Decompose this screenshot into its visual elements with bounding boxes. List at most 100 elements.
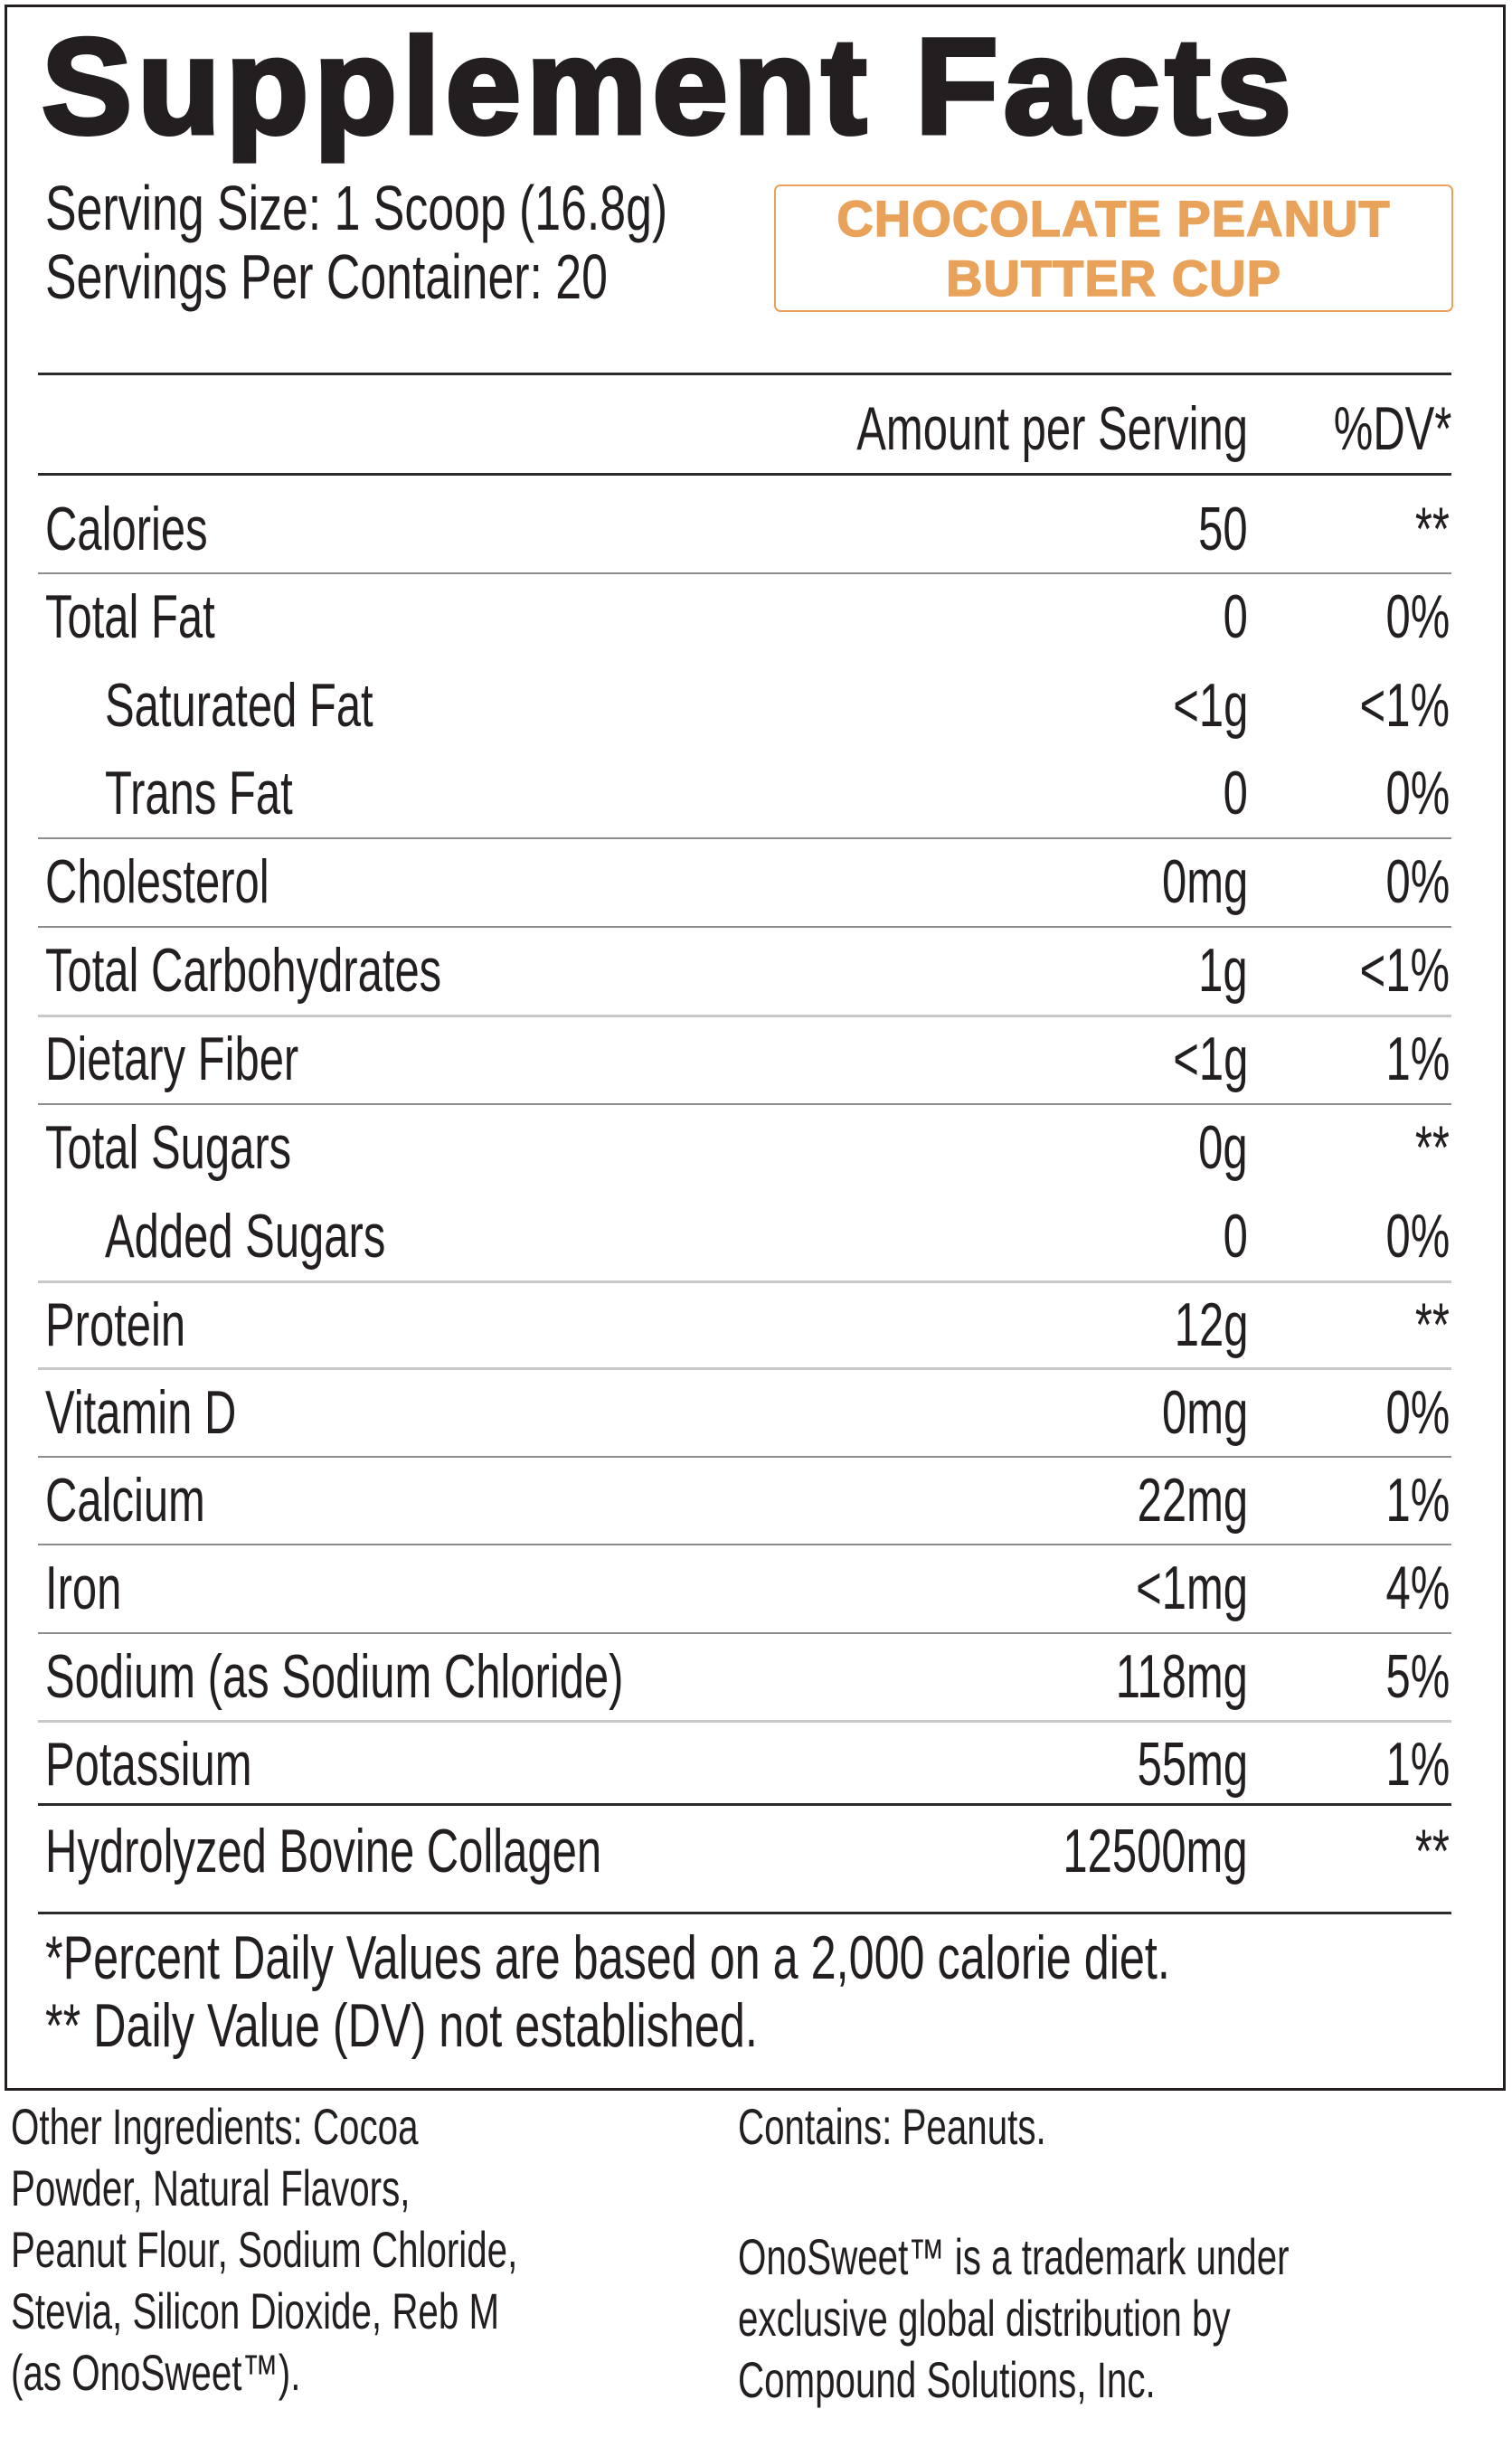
supplement-facts-panel [5, 5, 1506, 2091]
serving-info: Serving Size: 1 Scoop (16.8g) Servings P… [45, 174, 886, 311]
other-ingredients: Other Ingredients: Cocoa Powder, Natural… [11, 2096, 714, 2404]
row-amount: <1g [1172, 671, 1248, 740]
other-ingredients-line: Peanut Flour, Sodium Chloride, [11, 2221, 518, 2278]
other-ingredients-line: Stevia, Silicon Dioxide, Reb M [11, 2282, 500, 2339]
flavor-badge-line-2: BUTTER CUP [945, 249, 1281, 307]
row-amount: 0 [1223, 759, 1248, 827]
row-divider [38, 1103, 1451, 1105]
row-divider [38, 1367, 1451, 1370]
row-label: Potassium [45, 1730, 252, 1799]
row-divider [38, 837, 1451, 839]
row-label: Hydrolyzed Bovine Collagen [45, 1817, 602, 1885]
row-dv: 4% [1385, 1554, 1450, 1622]
table-row-total-fat: Total Fat 0 0% [38, 573, 1451, 661]
trademark-line: Compound Solutions, Inc. [738, 2351, 1156, 2408]
row-dv: 0% [1385, 582, 1450, 651]
row-label: Calories [45, 495, 208, 563]
table-row-protein: Protein 12g ** [38, 1281, 1451, 1369]
row-divider [38, 1720, 1451, 1723]
row-label: Saturated Fat [105, 671, 373, 740]
row-dv: ** [1414, 1113, 1450, 1182]
row-label: Total Sugars [45, 1113, 292, 1182]
table-row-potassium: Potassium 55mg 1% [38, 1721, 1451, 1809]
table-row-dietary-fiber: Dietary Fiber <1g 1% [38, 1016, 1451, 1103]
row-label: Total Fat [45, 582, 215, 651]
row-label: Iron [45, 1554, 122, 1622]
row-divider [38, 572, 1451, 574]
other-ingredients-line: Other Ingredients: Cocoa [11, 2098, 419, 2155]
row-divider [38, 1632, 1451, 1634]
row-label: Calcium [45, 1466, 205, 1535]
serving-size: Serving Size: 1 Scoop (16.8g) [45, 173, 668, 243]
row-dv: 1% [1385, 1466, 1450, 1535]
table-row-added-sugars: Added Sugars 0 0% [38, 1193, 1451, 1280]
row-amount: 12g [1174, 1290, 1248, 1359]
other-ingredients-line: Powder, Natural Flavors, [11, 2159, 411, 2216]
row-divider [38, 1280, 1451, 1283]
table-row-collagen: Hydrolyzed Bovine Collagen 12500mg ** [38, 1808, 1451, 1895]
table-row-calcium: Calcium 22mg 1% [38, 1457, 1451, 1545]
row-amount: 0mg [1161, 1378, 1248, 1447]
row-dv: 0% [1385, 759, 1450, 827]
table-row-calories: Calories 50 ** [38, 486, 1451, 573]
row-amount: 0 [1223, 582, 1248, 651]
row-amount: 50 [1198, 495, 1248, 563]
row-label: Sodium (as Sodium Chloride) [45, 1642, 624, 1711]
table-row-cholesterol: Cholesterol 0mg 0% [38, 838, 1451, 926]
row-amount: 0mg [1161, 847, 1248, 916]
trademark-statement: OnoSweet™ is a trademark under exclusive… [738, 2226, 1504, 2411]
row-dv: <1% [1359, 936, 1450, 1005]
row-label: Protein [45, 1290, 186, 1359]
row-divider [38, 1456, 1451, 1458]
row-dv: 1% [1385, 1730, 1450, 1799]
contains-text: Contains: Peanuts. [738, 2098, 1046, 2155]
row-divider [38, 1015, 1451, 1017]
row-amount: <1mg [1136, 1554, 1248, 1622]
table-row-iron: Iron <1mg 4% [38, 1545, 1451, 1632]
column-header-amount: Amount per Serving [704, 383, 1248, 474]
row-dv: ** [1414, 1817, 1450, 1885]
row-amount: 22mg [1137, 1466, 1248, 1535]
flavor-badge: CHOCOLATE PEANUT BUTTER CUP [774, 184, 1453, 312]
column-header-dv-text: %DV* [1333, 394, 1451, 463]
trademark-line: exclusive global distribution by [738, 2290, 1231, 2347]
column-header-dv: %DV* [1288, 383, 1451, 474]
row-dv: 5% [1385, 1642, 1450, 1711]
row-amount: 0 [1223, 1202, 1248, 1271]
table-row-total-sugars: Total Sugars 0g ** [38, 1104, 1451, 1192]
row-amount: 55mg [1137, 1730, 1248, 1799]
trademark-line: OnoSweet™ is a trademark under [738, 2228, 1290, 2285]
servings-per-container: Servings Per Container: 20 [45, 241, 608, 312]
row-amount: <1g [1172, 1025, 1248, 1093]
table-row-trans-fat: Trans Fat 0 0% [38, 750, 1451, 837]
row-label: Added Sugars [105, 1202, 386, 1271]
row-dv: 0% [1385, 847, 1450, 916]
row-label: Total Carbohydrates [45, 936, 442, 1005]
column-header-amount-text: Amount per Serving [856, 394, 1248, 463]
row-label: Vitamin D [45, 1378, 237, 1447]
footnote-percent-dv: *Percent Daily Values are based on a 2,0… [45, 1923, 1170, 1992]
table-row-vitamin-d: Vitamin D 0mg 0% [38, 1369, 1451, 1457]
row-amount: 12500mg [1063, 1817, 1248, 1885]
flavor-badge-line-1: CHOCOLATE PEANUT [836, 189, 1391, 248]
row-label: Cholesterol [45, 847, 269, 916]
divider-before-footnotes [38, 1912, 1451, 1914]
row-dv: 0% [1385, 1202, 1450, 1271]
row-amount: 1g [1198, 936, 1248, 1005]
row-dv: ** [1414, 1290, 1450, 1359]
allergen-statement: Contains: Peanuts. [738, 2096, 1166, 2158]
row-label: Dietary Fiber [45, 1025, 299, 1093]
table-row-total-carbohydrates: Total Carbohydrates 1g <1% [38, 927, 1451, 1015]
row-dv: 1% [1385, 1025, 1450, 1093]
table-row-saturated-fat: Saturated Fat <1g <1% [38, 662, 1451, 750]
row-dv: ** [1414, 495, 1450, 563]
footnote-dv-not-established: ** Daily Value (DV) not established. [45, 1991, 758, 2060]
row-divider [38, 1544, 1451, 1545]
row-divider [38, 926, 1451, 928]
table-row-sodium: Sodium (as Sodium Chloride) 118mg 5% [38, 1633, 1451, 1721]
row-amount: 118mg [1115, 1642, 1248, 1711]
divider-header-bottom [38, 473, 1451, 476]
panel-title: Supplement Facts [40, 8, 1297, 165]
divider-header-top [38, 373, 1451, 375]
row-label: Trans Fat [105, 759, 293, 827]
